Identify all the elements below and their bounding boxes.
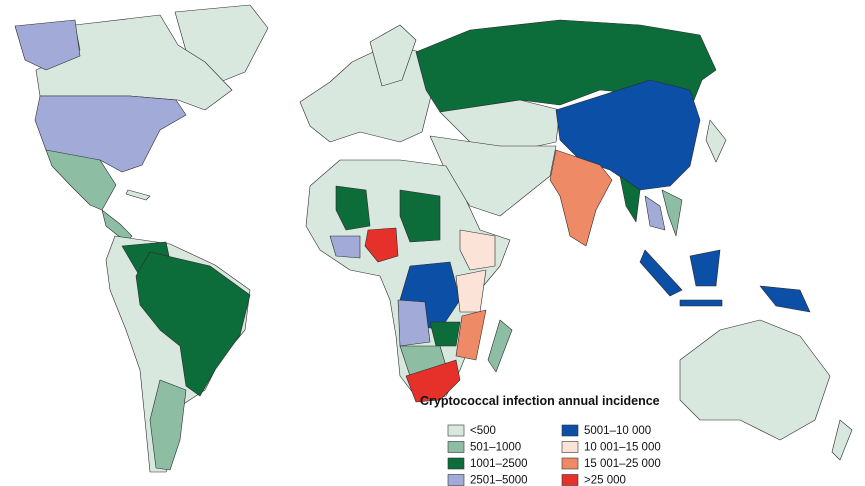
legend-title: Cryptococcal infection annual incidence [420, 394, 660, 408]
legend-swatch [447, 441, 465, 453]
legend: <500 501–1000 1001–2500 2501–5000 5001–10 00… [447, 424, 661, 486]
australia [679, 319, 831, 441]
east-africa [455, 269, 487, 313]
india [549, 149, 613, 247]
legend-swatch [561, 474, 579, 486]
argentina [149, 379, 187, 471]
legend-label: 501–1000 [470, 442, 521, 454]
legend-label: 1001–2500 [470, 458, 528, 470]
madagascar [487, 319, 513, 373]
nigeria [364, 227, 399, 263]
japan [705, 119, 727, 163]
brazil [135, 251, 251, 397]
myanmar [619, 175, 641, 223]
new-zealand [831, 419, 853, 461]
legend-swatch [561, 441, 579, 453]
scandinavia [369, 24, 417, 87]
zambia [429, 321, 461, 347]
legend-label: 15 001–25 000 [584, 458, 661, 470]
legend-swatch [447, 474, 465, 486]
borneo [689, 249, 721, 287]
sumatra [639, 249, 683, 297]
mexico [45, 149, 117, 211]
mozambique [455, 309, 487, 361]
legend-label: 10 001–15 000 [584, 442, 661, 454]
europe [299, 43, 433, 143]
countries [14, 4, 853, 473]
south-africa [405, 359, 461, 403]
legend-label: >25 000 [584, 475, 626, 486]
legend-label: 5001–10 000 [584, 425, 651, 437]
ethiopia [459, 229, 496, 271]
legend-swatch [561, 457, 579, 470]
vietnam [661, 189, 683, 237]
alaska [14, 19, 81, 71]
legend-label: <500 [470, 425, 496, 437]
usa [34, 95, 187, 173]
legend-swatch [447, 424, 465, 437]
west-sahel [335, 185, 371, 231]
niger-chad [399, 189, 441, 243]
thailand [644, 195, 666, 231]
cuba [125, 189, 151, 201]
legend-label: 2501–5000 [470, 475, 528, 486]
west-africa [329, 235, 361, 259]
new-guinea [759, 285, 811, 313]
legend-swatch [447, 457, 465, 470]
java [679, 299, 723, 307]
angola [397, 299, 431, 347]
legend-swatch [561, 424, 579, 437]
